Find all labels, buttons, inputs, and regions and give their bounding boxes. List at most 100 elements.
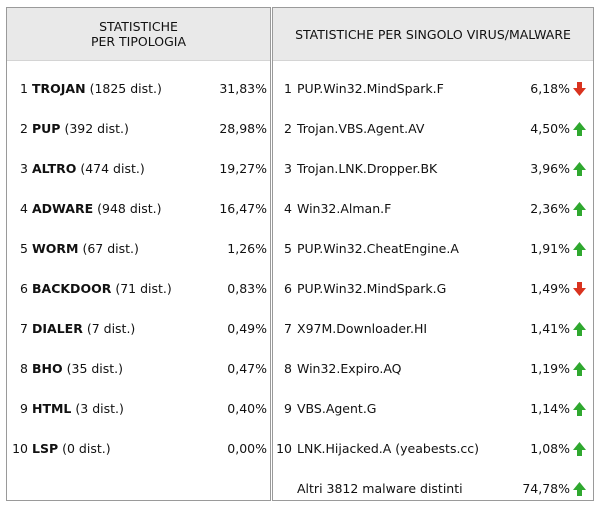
- malware-percent: 1,08%: [530, 441, 570, 456]
- type-count: (67 dist.): [82, 241, 139, 256]
- type-row: 5 WORM (67 dist.) 1,26%: [7, 239, 270, 259]
- type-rank: 10: [12, 441, 28, 456]
- type-percent: 0,00%: [227, 441, 267, 456]
- type-row: 6 BACKDOOR (71 dist.) 0,83%: [7, 279, 270, 299]
- type-name: HTML: [32, 401, 72, 416]
- type-name: LSP: [32, 441, 59, 456]
- malware-rank: 6: [284, 281, 292, 296]
- type-label: WORM (67 dist.): [32, 239, 139, 259]
- type-count: (948 dist.): [97, 201, 162, 216]
- type-label: LSP (0 dist.): [32, 439, 111, 459]
- malware-name: Win32.Expiro.AQ: [297, 361, 402, 376]
- malware-rank: 8: [284, 361, 292, 376]
- type-label: TROJAN (1825 dist.): [32, 79, 162, 99]
- type-name: TROJAN: [32, 81, 86, 96]
- malware-name: LNK.Hijacked.A (yeabests.cc): [297, 441, 480, 456]
- type-statistics-header: STATISTICHE PER TIPOLOGIA: [7, 8, 270, 61]
- malware-name: VBS.Agent.G: [297, 401, 377, 416]
- type-label: BACKDOOR (71 dist.): [32, 279, 172, 299]
- type-name: WORM: [32, 241, 79, 256]
- malware-name: PUP.Win32.MindSpark.F: [297, 81, 444, 96]
- malware-percent: 2,36%: [530, 201, 570, 216]
- malware-percent: 1,49%: [530, 281, 570, 296]
- others-row: Altri 3812 malware distinti 74,78%: [273, 479, 593, 499]
- others-percent: 74,78%: [522, 481, 570, 496]
- malware-percent: 1,14%: [530, 401, 570, 416]
- type-rank: 6: [20, 281, 28, 296]
- malware-rank: 2: [284, 121, 292, 136]
- type-row: 7 DIALER (7 dist.) 0,49%: [7, 319, 270, 339]
- type-label: DIALER (7 dist.): [32, 319, 135, 339]
- type-label: BHO (35 dist.): [32, 359, 123, 379]
- green-up-arrow-icon: [573, 482, 586, 496]
- green-up-arrow-icon: [573, 202, 586, 216]
- type-percent: 31,83%: [219, 81, 267, 96]
- type-statistics-panel: STATISTICHE PER TIPOLOGIA 1 TROJAN (1825 …: [6, 7, 271, 501]
- type-rank: 8: [20, 361, 28, 376]
- green-up-arrow-icon: [573, 442, 586, 456]
- malware-percent: 6,18%: [530, 81, 570, 96]
- malware-percent: 1,19%: [530, 361, 570, 376]
- type-label: ADWARE (948 dist.): [32, 199, 162, 219]
- malware-statistics-header-title: STATISTICHE PER SINGOLO VIRUS/MALWARE: [295, 26, 571, 42]
- type-percent: 0,49%: [227, 321, 267, 336]
- type-rank: 7: [20, 321, 28, 336]
- type-rank: 2: [20, 121, 28, 136]
- red-down-arrow-icon: [573, 82, 586, 96]
- malware-row: 1 PUP.Win32.MindSpark.F 6,18%: [273, 79, 593, 99]
- malware-name: Trojan.LNK.Dropper.BK: [297, 161, 438, 176]
- type-percent: 0,40%: [227, 401, 267, 416]
- type-name: PUP: [32, 121, 61, 136]
- malware-name: Win32.Alman.F: [297, 201, 392, 216]
- type-count: (7 dist.): [86, 321, 136, 336]
- malware-row: 8 Win32.Expiro.AQ 1,19%: [273, 359, 593, 379]
- type-percent: 0,83%: [227, 281, 267, 296]
- others-label: Altri 3812 malware distinti: [297, 481, 463, 496]
- malware-statistics-header: STATISTICHE PER SINGOLO VIRUS/MALWARE: [273, 8, 593, 61]
- type-name: ALTRO: [32, 161, 77, 176]
- type-label: ALTRO (474 dist.): [32, 159, 145, 179]
- malware-row: 5 PUP.Win32.CheatEngine.A 1,91%: [273, 239, 593, 259]
- malware-name: X97M.Downloader.HI: [297, 321, 428, 336]
- type-name: BACKDOOR: [32, 281, 112, 296]
- malware-row: 2 Trojan.VBS.Agent.AV 4,50%: [273, 119, 593, 139]
- green-up-arrow-icon: [573, 362, 586, 376]
- malware-name: PUP.Win32.CheatEngine.A: [297, 241, 459, 256]
- type-row: 2 PUP (392 dist.) 28,98%: [7, 119, 270, 139]
- type-row: 3 ALTRO (474 dist.) 19,27%: [7, 159, 270, 179]
- malware-percent: 3,96%: [530, 161, 570, 176]
- malware-row: 7 X97M.Downloader.HI 1,41%: [273, 319, 593, 339]
- malware-row: 4 Win32.Alman.F 2,36%: [273, 199, 593, 219]
- green-up-arrow-icon: [573, 322, 586, 336]
- type-statistics-header-line1: STATISTICHE: [99, 19, 178, 34]
- malware-row: 10 LNK.Hijacked.A (yeabests.cc) 1,08%: [273, 439, 593, 459]
- malware-percent: 1,41%: [530, 321, 570, 336]
- type-rank: 3: [20, 161, 28, 176]
- malware-row: 9 VBS.Agent.G 1,14%: [273, 399, 593, 419]
- type-rank: 1: [20, 81, 28, 96]
- type-row: 1 TROJAN (1825 dist.) 31,83%: [7, 79, 270, 99]
- type-name: ADWARE: [32, 201, 94, 216]
- malware-rank: 5: [284, 241, 292, 256]
- malware-percent: 1,91%: [530, 241, 570, 256]
- type-rank: 4: [20, 201, 28, 216]
- type-row: 9 HTML (3 dist.) 0,40%: [7, 399, 270, 419]
- type-percent: 1,26%: [227, 241, 267, 256]
- red-down-arrow-icon: [573, 282, 586, 296]
- type-label: HTML (3 dist.): [32, 399, 124, 419]
- type-percent: 19,27%: [219, 161, 267, 176]
- type-percent: 16,47%: [219, 201, 267, 216]
- type-count: (3 dist.): [75, 401, 124, 416]
- malware-name: PUP.Win32.MindSpark.G: [297, 281, 447, 296]
- malware-rank: 10: [276, 441, 292, 456]
- type-statistics-header-line2: PER TIPOLOGIA: [90, 34, 187, 49]
- type-percent: 0,47%: [227, 361, 267, 376]
- type-count: (71 dist.): [115, 281, 172, 296]
- type-label: PUP (392 dist.): [32, 119, 129, 139]
- malware-row: 6 PUP.Win32.MindSpark.G 1,49%: [273, 279, 593, 299]
- green-up-arrow-icon: [573, 242, 586, 256]
- type-row: 4 ADWARE (948 dist.) 16,47%: [7, 199, 270, 219]
- type-rank: 5: [20, 241, 28, 256]
- type-count: (0 dist.): [62, 441, 111, 456]
